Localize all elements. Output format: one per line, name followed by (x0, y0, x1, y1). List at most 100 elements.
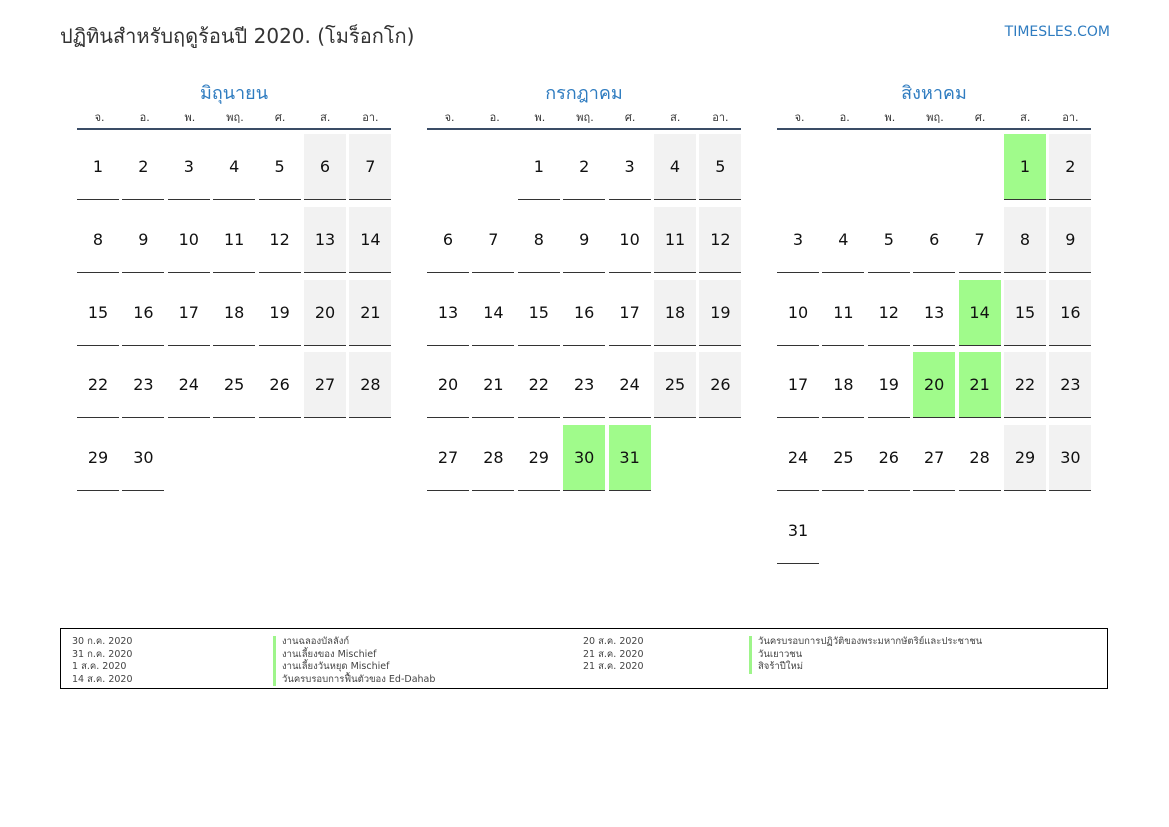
day-cell[interactable]: 1 (77, 134, 119, 200)
month-name: กรกฎาคม (545, 83, 623, 104)
day-cell[interactable]: 17 (777, 352, 819, 419)
day-cell[interactable]: 29 (77, 425, 119, 492)
day-cell[interactable]: 21 (472, 352, 515, 419)
legend-holiday-name: งานฉลองบัลลังก์ (273, 636, 435, 649)
day-cell[interactable]: 6 (304, 134, 346, 200)
day-cell[interactable]: 13 (304, 206, 346, 273)
day-cell[interactable]: 12 (699, 206, 742, 273)
day-cell[interactable]: 27 (913, 425, 956, 492)
day-cell[interactable]: 2 (122, 134, 165, 200)
day-cell[interactable]: 27 (304, 352, 346, 419)
day-cell[interactable]: 19 (699, 279, 742, 346)
day-cell[interactable]: 7 (349, 134, 392, 200)
day-cell[interactable]: 4 (822, 207, 865, 273)
day-cell[interactable]: 15 (1004, 279, 1046, 346)
day-cell[interactable]: 10 (167, 207, 210, 273)
day-cell[interactable]: 25 (213, 352, 256, 419)
day-cell[interactable]: 28 (958, 425, 1001, 492)
day-cell[interactable]: 18 (213, 280, 256, 346)
day-cell[interactable]: 24 (777, 425, 819, 492)
day-cell[interactable]: 3 (777, 207, 819, 273)
day-cell[interactable]: 3 (167, 134, 210, 200)
day-cell[interactable]: 19 (867, 352, 910, 419)
day-cell[interactable]: 1 (1004, 134, 1046, 200)
day-cell[interactable]: 16 (1049, 279, 1092, 346)
day-cell[interactable]: 2 (1049, 134, 1092, 200)
day-cell[interactable]: 6 (913, 207, 956, 273)
day-cell[interactable]: 23 (122, 352, 165, 419)
day-cell[interactable]: 8 (1004, 206, 1046, 273)
day-cell[interactable]: 6 (427, 207, 469, 273)
day-cell[interactable]: 3 (608, 134, 651, 200)
day-cell[interactable]: 11 (822, 280, 865, 346)
day-cell[interactable]: 30 (563, 425, 606, 492)
day-cell[interactable]: 7 (958, 207, 1001, 273)
day-cell[interactable]: 8 (77, 207, 119, 273)
day-cell[interactable]: 25 (822, 425, 865, 492)
day-cell[interactable]: 12 (867, 280, 910, 346)
day-cell[interactable]: 2 (563, 134, 606, 200)
day-cell[interactable]: 20 (913, 352, 956, 419)
day-cell[interactable]: 4 (654, 134, 696, 200)
day-cell[interactable]: 13 (913, 280, 956, 346)
day-cell[interactable]: 23 (563, 352, 606, 419)
day-cell[interactable]: 21 (349, 279, 392, 346)
day-cell[interactable]: 28 (472, 425, 515, 492)
day-cell[interactable]: 13 (427, 280, 469, 346)
day-cell[interactable]: 24 (608, 352, 651, 419)
day-cell[interactable]: 18 (654, 279, 696, 346)
day-cell[interactable]: 20 (304, 279, 346, 346)
day-cell[interactable]: 11 (654, 206, 696, 273)
day-cell[interactable]: 22 (517, 352, 560, 419)
day-cell[interactable]: 14 (349, 206, 392, 273)
day-cell[interactable]: 7 (472, 207, 515, 273)
day-cell[interactable]: 30 (1049, 425, 1092, 492)
day-cell[interactable]: 22 (1004, 352, 1046, 419)
day-cell[interactable]: 5 (258, 134, 301, 200)
day-cell[interactable]: 11 (213, 207, 256, 273)
day-cell[interactable]: 10 (777, 280, 819, 346)
day-cell[interactable]: 19 (258, 280, 301, 346)
day-cell[interactable]: 29 (517, 425, 560, 492)
weekday-label: พฤ. (576, 111, 594, 124)
day-cell[interactable]: 12 (258, 207, 301, 273)
day-cell[interactable]: 14 (958, 279, 1001, 346)
day-cell[interactable]: 26 (699, 352, 742, 419)
day-cell[interactable]: 8 (517, 207, 560, 273)
day-cell[interactable]: 21 (958, 352, 1001, 419)
day-cell[interactable]: 31 (777, 498, 819, 564)
day-cell[interactable]: 28 (349, 352, 392, 419)
day-cell[interactable]: 9 (563, 207, 606, 273)
day-cell[interactable]: 4 (213, 134, 256, 200)
day-cell[interactable]: 22 (77, 352, 119, 419)
day-cell[interactable]: 9 (1049, 206, 1092, 273)
day-cell[interactable]: 31 (608, 425, 651, 492)
day-cell[interactable]: 27 (427, 425, 469, 492)
day-cell[interactable]: 26 (258, 352, 301, 419)
day-cell[interactable]: 17 (608, 280, 651, 346)
day-cell[interactable]: 15 (77, 280, 119, 346)
day-cell[interactable]: 29 (1004, 425, 1046, 492)
site-link[interactable]: TIMESLES.COM (1004, 24, 1110, 40)
day-cell[interactable]: 1 (517, 134, 560, 200)
day-cell[interactable]: 16 (122, 280, 165, 346)
day-cell[interactable]: 10 (608, 207, 651, 273)
day-cell[interactable]: 24 (167, 352, 210, 419)
day-cell[interactable]: 17 (167, 280, 210, 346)
weekday-header: จ. อ. พ. พฤ. ศ. ส. อา. (425, 108, 743, 128)
day-cell[interactable]: 25 (654, 352, 696, 419)
day-cell[interactable]: 16 (563, 280, 606, 346)
day-cell[interactable]: 15 (517, 280, 560, 346)
day-cell[interactable]: 5 (699, 134, 742, 200)
day-cell[interactable]: 30 (122, 425, 165, 492)
day-cell[interactable]: 9 (122, 207, 165, 273)
day-cell[interactable]: 18 (822, 352, 865, 419)
weekday-header: จ. อ. พ. พฤ. ศ. ส. อา. (75, 108, 393, 128)
day-cell[interactable]: 26 (867, 425, 910, 492)
holiday-legend: 30 ก.ค. 2020 31 ก.ค. 2020 1 ส.ค. 2020 14… (60, 628, 1108, 689)
day-cell[interactable]: 5 (867, 207, 910, 273)
day-cell[interactable]: 20 (427, 352, 469, 419)
day-cell[interactable]: 23 (1049, 352, 1092, 419)
day-cell[interactable]: 14 (472, 280, 515, 346)
legend-names-left: งานฉลองบัลลังก์ งานเลี้ยงของ Mischief งา… (273, 636, 435, 686)
